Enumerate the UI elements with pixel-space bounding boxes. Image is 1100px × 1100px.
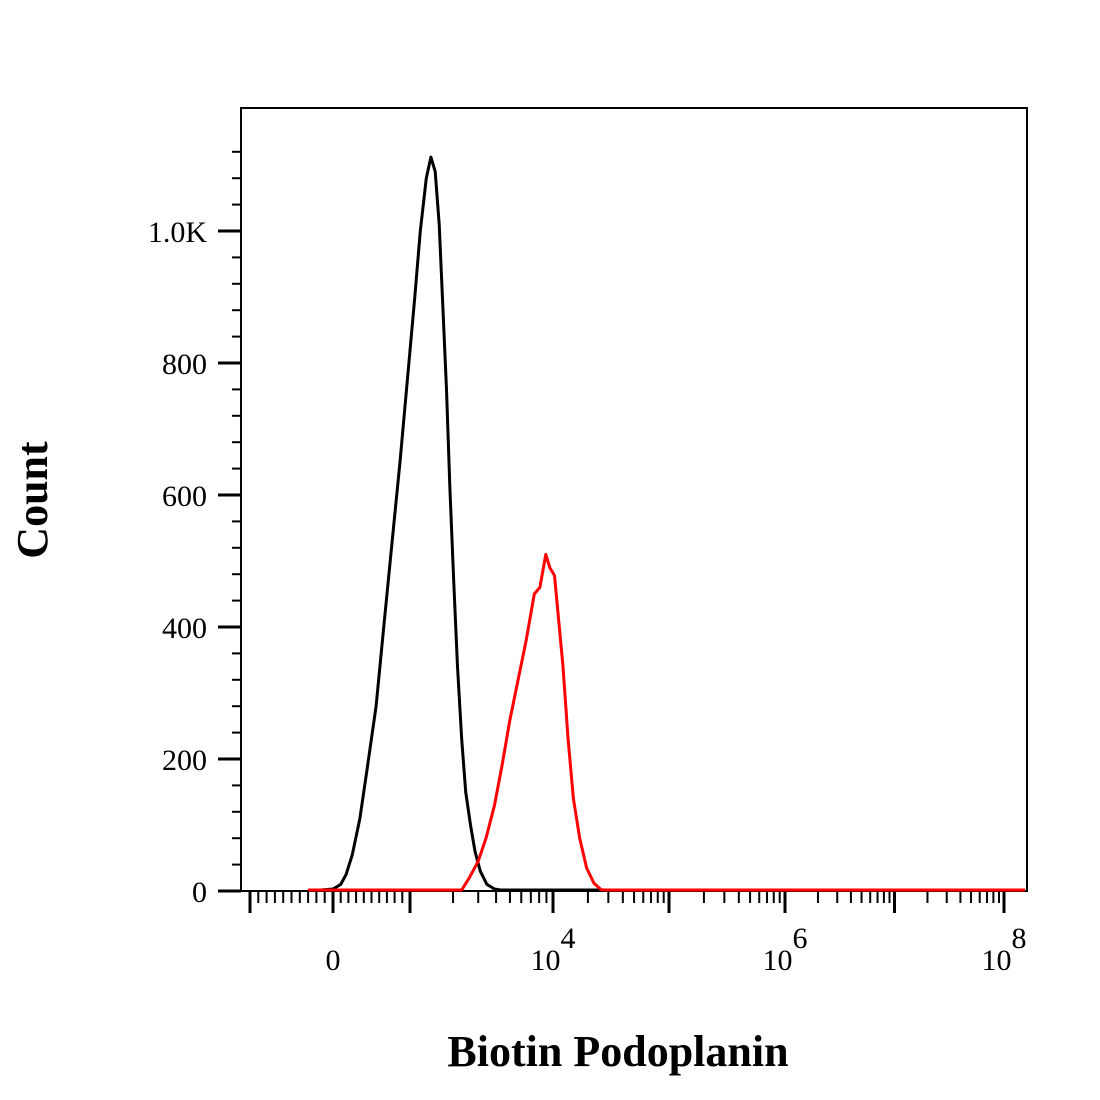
y-axis: 0 200 400 600 800 1.0K [148, 150, 241, 909]
x-tick-label: 106 [763, 922, 808, 977]
x-tick-label: 108 [982, 922, 1027, 977]
y-tick-label: 0 [192, 876, 207, 909]
series-layer [308, 155, 1025, 892]
y-tick-label: 200 [162, 744, 207, 777]
y-axis-title: Count [8, 441, 57, 559]
y-tick-label: 800 [162, 348, 207, 381]
histogram-series-1 [308, 155, 1025, 892]
x-tick-label: 104 [531, 922, 576, 977]
x-axis: 0 104 106 108 [248, 891, 1027, 977]
x-tick-label: 0 [326, 944, 341, 977]
y-tick-label: 400 [162, 612, 207, 645]
y-tick-label: 1.0K [148, 216, 208, 249]
histogram-series-2 [308, 552, 1025, 892]
x-axis-title: Biotin Podoplanin [447, 1027, 788, 1076]
y-tick-label: 600 [162, 480, 207, 513]
plot-frame [240, 107, 1028, 892]
